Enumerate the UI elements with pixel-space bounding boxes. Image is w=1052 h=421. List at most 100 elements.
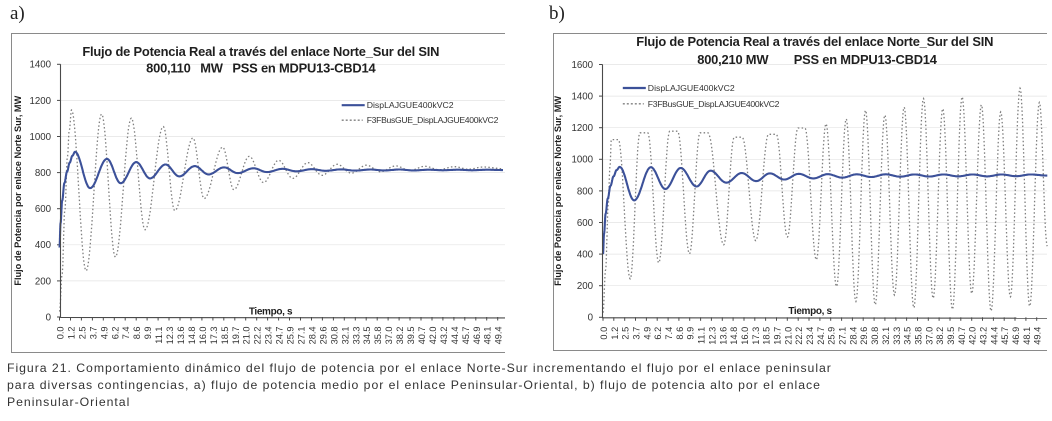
svg-text:7.4: 7.4 <box>121 327 131 340</box>
svg-text:Flujo de Potencia por enlace N: Flujo de Potencia por enlace Norte Sur, … <box>13 95 23 285</box>
svg-text:22.2: 22.2 <box>794 327 804 345</box>
svg-text:800: 800 <box>35 168 52 179</box>
svg-text:42.0: 42.0 <box>968 327 978 345</box>
svg-text:19.7: 19.7 <box>231 327 241 345</box>
svg-text:46.9: 46.9 <box>1011 327 1021 345</box>
svg-text:1200: 1200 <box>571 123 593 134</box>
svg-text:34.5: 34.5 <box>903 327 913 345</box>
svg-text:800,110 MW PSS en MDPU13-CBD: 800,110 MW PSS en MDPU13-CBD14 <box>146 60 376 75</box>
svg-text:42.0: 42.0 <box>428 327 438 345</box>
svg-text:25.9: 25.9 <box>286 327 296 345</box>
svg-text:1.2: 1.2 <box>610 327 620 340</box>
svg-text:1400: 1400 <box>571 92 593 103</box>
svg-text:48.1: 48.1 <box>1022 327 1032 345</box>
svg-text:35.8: 35.8 <box>914 327 924 345</box>
svg-text:40.7: 40.7 <box>417 327 427 345</box>
svg-text:45.7: 45.7 <box>461 327 471 345</box>
svg-text:6.2: 6.2 <box>110 327 120 340</box>
svg-text:38.2: 38.2 <box>935 327 945 345</box>
svg-text:27.1: 27.1 <box>838 327 848 345</box>
svg-text:Tiempo, s: Tiempo, s <box>249 307 293 318</box>
svg-text:44.4: 44.4 <box>989 327 999 345</box>
svg-text:33.3: 33.3 <box>892 327 902 345</box>
svg-text:1600: 1600 <box>571 60 593 71</box>
svg-text:49.4: 49.4 <box>1033 327 1043 345</box>
svg-text:Tiempo, s: Tiempo, s <box>788 306 832 317</box>
svg-text:3.7: 3.7 <box>632 327 642 340</box>
svg-text:400: 400 <box>35 240 52 251</box>
svg-text:1.2: 1.2 <box>67 327 77 340</box>
svg-text:44.4: 44.4 <box>450 327 460 345</box>
svg-text:33.3: 33.3 <box>351 327 361 345</box>
svg-text:38.2: 38.2 <box>395 327 405 345</box>
svg-text:22.2: 22.2 <box>253 327 263 345</box>
svg-text:0: 0 <box>46 312 52 323</box>
svg-text:1400: 1400 <box>29 60 51 71</box>
svg-text:43.2: 43.2 <box>439 327 449 345</box>
svg-text:8.6: 8.6 <box>132 327 142 340</box>
svg-text:24.7: 24.7 <box>275 327 285 345</box>
svg-text:Flujo de Potencia por enlace N: Flujo de Potencia por enlace Norte Sur, … <box>553 96 563 286</box>
svg-text:21.0: 21.0 <box>242 327 252 345</box>
svg-text:27.1: 27.1 <box>297 327 307 345</box>
svg-text:2.5: 2.5 <box>77 327 87 340</box>
svg-text:14.8: 14.8 <box>729 327 739 345</box>
svg-text:17.3: 17.3 <box>751 327 761 345</box>
svg-text:24.7: 24.7 <box>816 327 826 345</box>
svg-text:11.1: 11.1 <box>154 327 164 344</box>
svg-text:800: 800 <box>577 186 594 197</box>
svg-text:37.0: 37.0 <box>384 327 394 345</box>
svg-text:18.5: 18.5 <box>220 327 230 345</box>
svg-text:29.6: 29.6 <box>859 327 869 345</box>
svg-text:Flujo de Potencia Real a travé: Flujo de Potencia Real a través del enla… <box>82 44 439 59</box>
svg-text:13.6: 13.6 <box>718 327 728 345</box>
svg-text:18.5: 18.5 <box>762 327 772 345</box>
svg-text:39.5: 39.5 <box>406 327 416 345</box>
svg-text:F3FBusGUE_DispLAJGUE400kVC2: F3FBusGUE_DispLAJGUE400kVC2 <box>648 99 780 109</box>
svg-text:12.3: 12.3 <box>707 327 717 345</box>
svg-text:40.7: 40.7 <box>957 327 967 345</box>
svg-text:17.3: 17.3 <box>209 327 219 345</box>
svg-text:12.3: 12.3 <box>165 327 175 345</box>
svg-text:43.2: 43.2 <box>979 327 989 345</box>
svg-text:0.0: 0.0 <box>599 327 609 340</box>
svg-text:DispLAJGUE400kVC2: DispLAJGUE400kVC2 <box>367 100 454 110</box>
svg-text:8.6: 8.6 <box>675 327 685 340</box>
svg-text:4.9: 4.9 <box>99 327 109 340</box>
svg-text:39.5: 39.5 <box>946 327 956 345</box>
svg-text:1000: 1000 <box>29 132 51 143</box>
svg-text:600: 600 <box>35 204 52 215</box>
svg-text:32.1: 32.1 <box>340 327 350 345</box>
svg-text:200: 200 <box>35 276 52 287</box>
svg-text:30.8: 30.8 <box>870 327 880 345</box>
svg-text:23.4: 23.4 <box>805 327 815 345</box>
svg-text:6.2: 6.2 <box>653 327 663 340</box>
svg-text:F3FBusGUE_DispLAJGUE400kVC2: F3FBusGUE_DispLAJGUE400kVC2 <box>367 115 499 125</box>
svg-text:25.9: 25.9 <box>827 327 837 345</box>
svg-text:30.8: 30.8 <box>329 327 339 345</box>
svg-text:37.0: 37.0 <box>924 327 934 345</box>
svg-text:16.0: 16.0 <box>198 327 208 345</box>
svg-text:Flujo de Potencia Real a travé: Flujo de Potencia Real a través del enla… <box>636 34 993 49</box>
svg-text:600: 600 <box>577 218 594 229</box>
svg-text:28.4: 28.4 <box>848 327 858 345</box>
svg-text:1000: 1000 <box>571 155 593 166</box>
svg-text:49.4: 49.4 <box>494 327 504 345</box>
svg-text:DispLAJGUE400kVC2: DispLAJGUE400kVC2 <box>648 83 735 93</box>
svg-text:13.6: 13.6 <box>176 327 186 345</box>
svg-text:45.7: 45.7 <box>1000 327 1010 345</box>
svg-text:0: 0 <box>588 313 594 324</box>
svg-text:2.5: 2.5 <box>621 327 631 340</box>
svg-text:21.0: 21.0 <box>783 327 793 345</box>
svg-text:32.1: 32.1 <box>881 327 891 345</box>
svg-text:23.4: 23.4 <box>264 327 274 345</box>
svg-text:16.0: 16.0 <box>740 327 750 345</box>
svg-text:46.9: 46.9 <box>472 327 482 345</box>
svg-text:3.7: 3.7 <box>88 327 98 340</box>
svg-text:9.9: 9.9 <box>686 327 696 340</box>
svg-text:7.4: 7.4 <box>664 327 674 340</box>
svg-text:11.1: 11.1 <box>697 327 707 344</box>
svg-text:48.1: 48.1 <box>483 327 493 345</box>
svg-text:19.7: 19.7 <box>773 327 783 345</box>
svg-text:0.0: 0.0 <box>56 327 66 340</box>
